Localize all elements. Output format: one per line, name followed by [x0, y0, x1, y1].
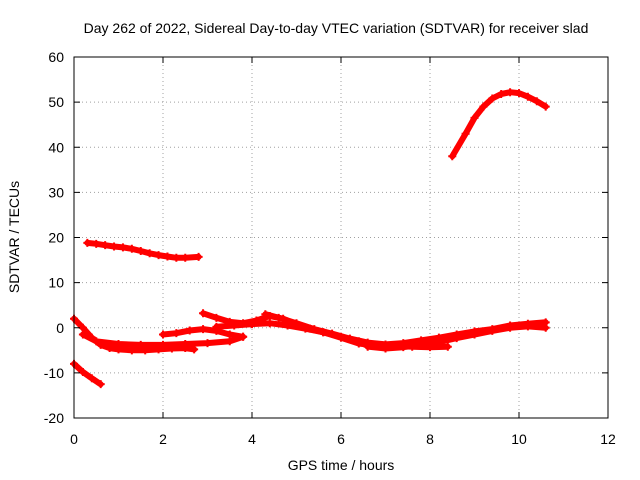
data-point-marker [265, 319, 274, 328]
data-point-marker [96, 380, 105, 389]
grid-lines [74, 57, 608, 418]
data-point-marker [87, 374, 96, 383]
y-tick-label: 10 [48, 275, 64, 291]
data-point-marker [154, 251, 163, 260]
data-point-marker [203, 339, 212, 348]
data-point-marker [101, 241, 110, 250]
data-point-marker [83, 238, 92, 247]
data-point-marker [212, 313, 221, 322]
data-point-marker [541, 323, 550, 332]
data-point-marker [345, 334, 354, 343]
y-tick-labels: -20 -10 0 10 20 30 40 50 60 [44, 49, 64, 426]
data-point-marker [159, 340, 167, 349]
data-point-marker [506, 88, 515, 97]
data-point-marker [248, 320, 256, 329]
data-point-marker [78, 330, 87, 339]
data-point-marker [448, 152, 457, 161]
data-point-marker [541, 102, 550, 111]
data-point-marker [470, 113, 479, 122]
data-point-marker [92, 337, 101, 346]
data-point-marker [118, 243, 127, 252]
axis-ticks [73, 56, 609, 419]
data-point-marker [225, 337, 234, 346]
data-point-marker [194, 252, 203, 261]
series-group [70, 88, 550, 389]
data-point-marker [261, 310, 270, 319]
data-point-marker [381, 344, 390, 353]
data-point-marker [78, 323, 87, 332]
data-point-marker [78, 367, 87, 376]
data-point-marker [212, 322, 221, 331]
data-point-marker [515, 89, 523, 98]
y-tick-label: -10 [44, 365, 64, 381]
data-point-marker [172, 253, 181, 262]
x-tick-label: 12 [600, 431, 616, 447]
data-point-marker [136, 247, 145, 256]
data-point-marker [434, 338, 443, 347]
data-point-marker [199, 309, 208, 318]
data-point-marker [225, 330, 234, 339]
data-point-marker [110, 242, 119, 251]
x-tick-label: 0 [70, 431, 78, 447]
data-point-marker [488, 94, 497, 103]
data-point-marker [310, 325, 319, 334]
data-point-marker [199, 325, 208, 334]
data-point-marker [461, 129, 470, 138]
data-point-marker [497, 90, 506, 99]
data-point-marker [181, 253, 190, 262]
data-point-marker [92, 239, 101, 248]
data-point-marker [523, 322, 532, 331]
data-point-marker [328, 329, 337, 338]
data-point-marker [127, 244, 136, 253]
data-point-marker [443, 342, 452, 351]
data-point-marker [181, 339, 190, 348]
data-point-marker [523, 92, 532, 101]
data-point-marker [363, 342, 372, 351]
data-point-marker [239, 332, 248, 341]
data-point-marker [452, 334, 461, 343]
y-tick-label: 0 [56, 320, 64, 336]
data-point-marker [470, 330, 479, 339]
data-point-marker [190, 345, 199, 354]
data-point-marker [479, 102, 488, 111]
data-point-marker [136, 340, 145, 349]
data-point-marker [127, 346, 136, 355]
data-point-marker [274, 313, 283, 322]
x-tick-label: 2 [159, 431, 167, 447]
data-point-marker [159, 330, 167, 339]
data-point-marker [506, 323, 515, 332]
data-point-marker [417, 340, 426, 349]
data-point-marker [172, 329, 181, 338]
data-point-marker [488, 326, 497, 335]
data-point-marker [292, 319, 301, 328]
data-point-marker [114, 339, 123, 348]
y-tick-label: 50 [48, 94, 64, 110]
data-point-marker [399, 343, 408, 352]
x-tick-label: 10 [511, 431, 527, 447]
y-axis-label: SDTVAR / TECUs [6, 181, 22, 293]
x-tick-label: 6 [337, 431, 345, 447]
data-point-marker [230, 321, 239, 330]
data-point-marker [145, 249, 154, 258]
data-point-marker [532, 97, 541, 106]
data-point-marker [163, 252, 172, 261]
x-tick-labels: 0 2 4 6 8 10 12 [70, 431, 616, 447]
y-tick-label: 30 [48, 184, 64, 200]
y-tick-label: 20 [48, 230, 64, 246]
series-line-track-3 [71, 360, 104, 388]
chart-title: Day 262 of 2022, Sidereal Day-to-day VTE… [84, 20, 589, 36]
data-point-marker [185, 326, 194, 335]
y-tick-label: 40 [48, 139, 64, 155]
x-axis-label: GPS time / hours [288, 457, 395, 473]
y-tick-label: -20 [44, 410, 64, 426]
x-tick-label: 4 [248, 431, 256, 447]
y-tick-label: 60 [48, 49, 64, 65]
x-tick-label: 8 [426, 431, 434, 447]
